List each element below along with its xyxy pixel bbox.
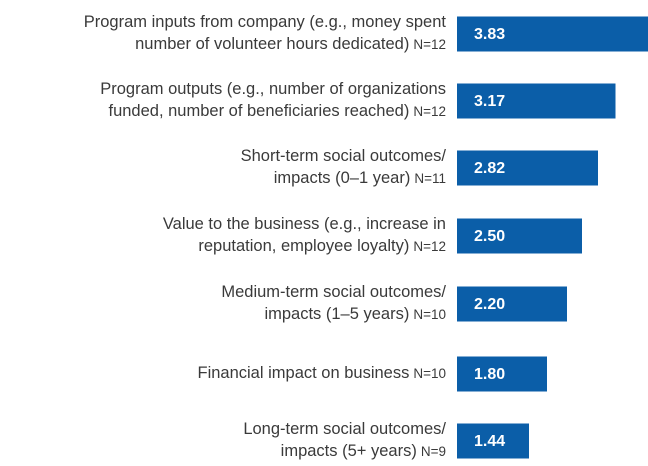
sample-size: N=12 [413,104,446,119]
value-label: 2.50 [474,228,505,245]
sample-size: N=10 [413,307,446,322]
value-label: 3.83 [474,26,505,43]
category-line: impacts (0–1 year) [274,169,411,187]
category-line: impacts (5+ years) [281,442,417,460]
category-label: Value to the business (e.g., increase in [163,215,446,233]
bar [457,16,648,52]
bar [457,218,582,254]
category-line: Long-term social outcomes/ [243,420,446,438]
category-line: Medium-term social outcomes/ [221,283,446,301]
category-label: Short-term social outcomes/ [241,147,447,165]
category-label: Program outputs (e.g., number of organiz… [100,80,446,98]
category-line: Program inputs from company (e.g., money… [84,13,447,31]
category-line: Financial impact on business [197,364,409,382]
category-line: Value to the business (e.g., increase in [163,215,446,233]
bar [457,423,529,459]
sample-size: N=12 [413,239,446,254]
sample-size: N=9 [421,444,446,459]
value-label: 1.80 [474,366,505,383]
category-line: reputation, employee loyalty) [198,237,409,255]
sample-size: N=10 [413,366,446,381]
category-line: number of volunteer hours dedicated) [135,35,409,53]
category-label: impacts (0–1 year) N=11 [274,169,446,187]
category-label: impacts (5+ years) N=9 [281,442,446,460]
category-line: funded, number of beneficiaries reached) [108,102,409,120]
category-line: Short-term social outcomes/ [241,147,447,165]
bar [457,83,616,119]
value-label: 2.82 [474,160,505,177]
bar [457,150,598,186]
category-label: Medium-term social outcomes/ [221,283,446,301]
value-label: 2.20 [474,296,505,313]
category-label: reputation, employee loyalty) N=12 [198,237,446,255]
bar [457,286,567,322]
category-line: impacts (1–5 years) [264,305,409,323]
category-line: Program outputs (e.g., number of organiz… [100,80,446,98]
value-label: 3.17 [474,93,505,110]
category-label: impacts (1–5 years) N=10 [264,305,446,323]
value-label: 1.44 [474,433,505,450]
category-label: number of volunteer hours dedicated) N=12 [135,35,446,53]
category-label: funded, number of beneficiaries reached)… [108,102,446,120]
category-label: Long-term social outcomes/ [243,420,446,438]
sample-size: N=12 [413,37,446,52]
category-label: Program inputs from company (e.g., money… [84,13,447,31]
sample-size: N=11 [414,171,446,186]
bar [457,356,547,392]
category-label: Financial impact on business N=10 [197,364,446,382]
